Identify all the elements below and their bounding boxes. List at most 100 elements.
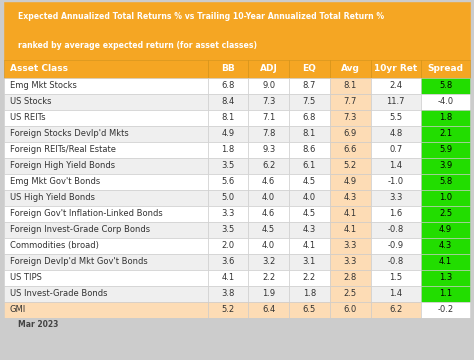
Bar xyxy=(289,286,330,302)
Bar xyxy=(248,302,289,318)
Text: 8.1: 8.1 xyxy=(303,129,316,138)
Bar xyxy=(4,110,208,126)
Bar xyxy=(330,206,371,222)
Text: -1.0: -1.0 xyxy=(388,177,404,186)
Bar xyxy=(208,142,248,158)
Bar xyxy=(330,238,371,254)
Bar xyxy=(289,110,330,126)
Text: 1.4: 1.4 xyxy=(389,161,402,170)
Text: 3.3: 3.3 xyxy=(221,209,235,218)
Text: US High Yield Bonds: US High Yield Bonds xyxy=(10,193,95,202)
Text: 10yr Ret: 10yr Ret xyxy=(374,64,418,73)
Text: ranked by average expected return (for asset classes): ranked by average expected return (for a… xyxy=(18,41,257,50)
Text: 7.1: 7.1 xyxy=(262,113,275,122)
Bar xyxy=(421,206,470,222)
Text: Expected Annualized Total Returns % vs Trailing 10-Year Annualized Total Return : Expected Annualized Total Returns % vs T… xyxy=(18,12,384,21)
Text: 8.4: 8.4 xyxy=(221,97,235,106)
Text: -4.0: -4.0 xyxy=(438,97,454,106)
Bar xyxy=(421,158,470,174)
Bar xyxy=(289,142,330,158)
Bar xyxy=(330,142,371,158)
Bar xyxy=(208,158,248,174)
Text: 1.9: 1.9 xyxy=(262,289,275,298)
Bar xyxy=(421,286,470,302)
Text: 3.5: 3.5 xyxy=(221,225,235,234)
Text: 5.6: 5.6 xyxy=(221,177,235,186)
Bar xyxy=(208,302,248,318)
Text: 4.6: 4.6 xyxy=(262,209,275,218)
Text: ADJ: ADJ xyxy=(260,64,278,73)
Text: 1.3: 1.3 xyxy=(439,273,452,282)
Text: Asset Class: Asset Class xyxy=(10,64,68,73)
Bar xyxy=(289,222,330,238)
Text: -0.8: -0.8 xyxy=(388,225,404,234)
Bar xyxy=(4,286,208,302)
Text: 3.8: 3.8 xyxy=(221,289,235,298)
Bar xyxy=(371,110,421,126)
Text: 5.0: 5.0 xyxy=(221,193,235,202)
Bar xyxy=(371,78,421,94)
Bar xyxy=(330,78,371,94)
Text: 4.9: 4.9 xyxy=(439,225,452,234)
Text: US REITs: US REITs xyxy=(10,113,46,122)
Bar xyxy=(371,254,421,270)
Text: 6.1: 6.1 xyxy=(303,161,316,170)
Text: 7.8: 7.8 xyxy=(262,129,275,138)
Text: 4.1: 4.1 xyxy=(439,257,452,266)
Text: 1.4: 1.4 xyxy=(389,289,402,298)
Text: GMI: GMI xyxy=(10,305,26,314)
Text: 4.9: 4.9 xyxy=(344,177,357,186)
Text: 5.5: 5.5 xyxy=(389,113,402,122)
Text: 7.3: 7.3 xyxy=(262,97,275,106)
Text: -0.9: -0.9 xyxy=(388,241,404,250)
Text: Mar 2023: Mar 2023 xyxy=(18,320,58,329)
Bar xyxy=(4,142,208,158)
Bar xyxy=(289,60,330,78)
Text: 11.7: 11.7 xyxy=(387,97,405,106)
Text: 4.0: 4.0 xyxy=(262,241,275,250)
Text: 8.1: 8.1 xyxy=(344,81,357,90)
Bar xyxy=(248,222,289,238)
Bar xyxy=(371,270,421,286)
Bar xyxy=(330,190,371,206)
Bar xyxy=(289,238,330,254)
Bar xyxy=(248,206,289,222)
Bar xyxy=(208,254,248,270)
Bar xyxy=(4,222,208,238)
Bar xyxy=(421,60,470,78)
Text: Emg Mkt Stocks: Emg Mkt Stocks xyxy=(10,81,77,90)
Text: EQ: EQ xyxy=(302,64,316,73)
Text: US TIPS: US TIPS xyxy=(10,273,42,282)
Bar xyxy=(371,126,421,142)
Bar xyxy=(289,302,330,318)
Text: 4.3: 4.3 xyxy=(439,241,452,250)
Bar xyxy=(371,286,421,302)
Bar xyxy=(371,174,421,190)
Text: 0.7: 0.7 xyxy=(389,145,402,154)
Bar xyxy=(330,158,371,174)
Bar xyxy=(4,254,208,270)
Text: 2.2: 2.2 xyxy=(262,273,275,282)
Bar xyxy=(208,174,248,190)
Bar xyxy=(289,94,330,110)
Text: 1.5: 1.5 xyxy=(389,273,402,282)
Text: Commodities (broad): Commodities (broad) xyxy=(10,241,99,250)
Text: 6.8: 6.8 xyxy=(303,113,316,122)
Bar xyxy=(4,238,208,254)
Text: 5.2: 5.2 xyxy=(221,305,235,314)
Text: 4.3: 4.3 xyxy=(344,193,357,202)
Bar xyxy=(330,254,371,270)
Bar xyxy=(208,126,248,142)
Text: Emg Mkt Gov't Bonds: Emg Mkt Gov't Bonds xyxy=(10,177,100,186)
Text: 1.8: 1.8 xyxy=(439,113,452,122)
Text: 2.1: 2.1 xyxy=(439,129,452,138)
Text: 4.0: 4.0 xyxy=(303,193,316,202)
Bar xyxy=(421,302,470,318)
Bar xyxy=(371,302,421,318)
Text: 3.1: 3.1 xyxy=(303,257,316,266)
Text: 3.9: 3.9 xyxy=(439,161,452,170)
Bar xyxy=(248,174,289,190)
Bar xyxy=(421,94,470,110)
Text: 2.5: 2.5 xyxy=(439,209,452,218)
Bar xyxy=(289,126,330,142)
